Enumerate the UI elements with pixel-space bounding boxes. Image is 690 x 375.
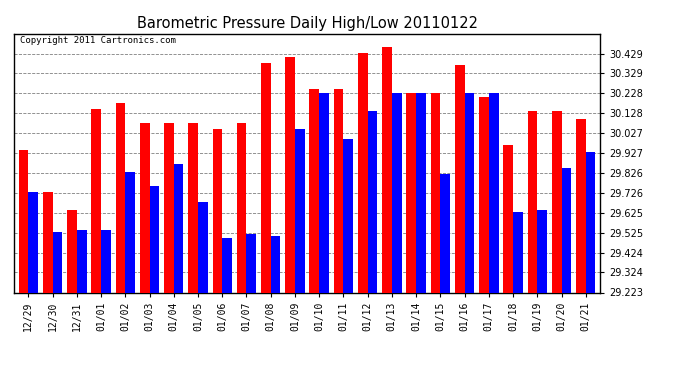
Bar: [513, 212, 523, 292]
Bar: [334, 89, 344, 292]
Bar: [489, 93, 498, 292]
Bar: [479, 97, 489, 292]
Bar: [174, 164, 184, 292]
Bar: [150, 186, 159, 292]
Bar: [295, 129, 304, 292]
Bar: [319, 93, 329, 292]
Bar: [101, 230, 110, 292]
Bar: [406, 93, 416, 292]
Bar: [392, 93, 402, 292]
Bar: [358, 53, 368, 292]
Bar: [126, 172, 135, 292]
Bar: [552, 111, 562, 292]
Bar: [368, 111, 377, 292]
Bar: [140, 123, 150, 292]
Bar: [164, 123, 174, 292]
Bar: [285, 57, 295, 292]
Bar: [43, 192, 52, 292]
Bar: [382, 47, 392, 292]
Bar: [246, 234, 256, 292]
Bar: [310, 89, 319, 292]
Bar: [28, 192, 38, 292]
Bar: [464, 93, 474, 292]
Bar: [188, 123, 198, 292]
Bar: [116, 103, 126, 292]
Bar: [586, 152, 595, 292]
Bar: [261, 63, 270, 292]
Bar: [77, 230, 86, 292]
Bar: [198, 202, 208, 292]
Bar: [52, 232, 62, 292]
Bar: [344, 138, 353, 292]
Bar: [431, 93, 440, 292]
Bar: [213, 129, 222, 292]
Title: Barometric Pressure Daily High/Low 20110122: Barometric Pressure Daily High/Low 20110…: [137, 16, 477, 31]
Bar: [538, 210, 547, 292]
Bar: [91, 109, 101, 292]
Bar: [440, 174, 450, 292]
Bar: [528, 111, 538, 292]
Bar: [576, 119, 586, 292]
Bar: [562, 168, 571, 292]
Bar: [270, 236, 280, 292]
Bar: [237, 123, 246, 292]
Bar: [455, 65, 464, 292]
Bar: [19, 150, 28, 292]
Bar: [504, 144, 513, 292]
Bar: [222, 238, 232, 292]
Text: Copyright 2011 Cartronics.com: Copyright 2011 Cartronics.com: [19, 36, 175, 45]
Bar: [416, 93, 426, 292]
Bar: [67, 210, 77, 292]
